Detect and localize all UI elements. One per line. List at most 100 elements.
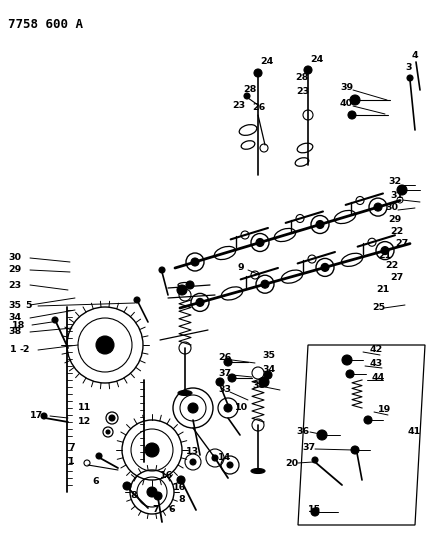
Text: 24: 24 (310, 55, 323, 64)
Circle shape (96, 453, 102, 459)
Text: 8: 8 (178, 496, 185, 505)
Text: 28: 28 (295, 74, 308, 83)
Circle shape (407, 75, 413, 81)
Circle shape (228, 374, 236, 382)
Circle shape (186, 281, 194, 289)
Text: 34: 34 (262, 366, 275, 375)
Text: 44: 44 (372, 374, 385, 383)
Circle shape (216, 378, 224, 386)
Text: 21: 21 (378, 252, 391, 261)
Circle shape (350, 95, 360, 105)
Ellipse shape (178, 391, 192, 395)
Text: 6: 6 (168, 505, 175, 514)
Text: 22: 22 (385, 261, 398, 270)
Circle shape (154, 492, 162, 500)
Circle shape (196, 298, 204, 306)
Circle shape (145, 443, 159, 457)
Text: 4: 4 (412, 52, 419, 61)
Circle shape (316, 221, 324, 229)
Text: 1: 1 (10, 345, 17, 354)
Circle shape (312, 457, 318, 463)
Text: 6: 6 (92, 478, 99, 487)
Circle shape (348, 111, 356, 119)
Text: 33: 33 (218, 385, 231, 394)
Text: 1: 1 (68, 457, 75, 466)
Text: 7758 600 A: 7758 600 A (8, 18, 83, 31)
Text: 22: 22 (390, 228, 403, 237)
Circle shape (159, 267, 165, 273)
Text: 40: 40 (340, 99, 353, 108)
Circle shape (227, 462, 233, 468)
Circle shape (256, 238, 264, 246)
Circle shape (123, 482, 131, 490)
Circle shape (317, 430, 327, 440)
Text: 8: 8 (130, 491, 137, 500)
Text: 3: 3 (405, 63, 411, 72)
Circle shape (346, 370, 354, 378)
Circle shape (109, 415, 115, 421)
Text: 26: 26 (252, 103, 265, 112)
Text: 37: 37 (302, 442, 315, 451)
Text: 18: 18 (12, 320, 25, 329)
Circle shape (311, 508, 319, 516)
Circle shape (212, 455, 218, 461)
Text: -2: -2 (20, 345, 30, 354)
Circle shape (190, 459, 196, 465)
Text: 38: 38 (252, 381, 265, 390)
Circle shape (261, 280, 269, 288)
Text: 17: 17 (30, 410, 43, 419)
Circle shape (381, 247, 389, 255)
Circle shape (106, 430, 110, 434)
Circle shape (321, 263, 329, 271)
Circle shape (41, 413, 47, 419)
Circle shape (224, 358, 232, 366)
Text: 13: 13 (186, 448, 199, 456)
Text: 37: 37 (218, 368, 231, 377)
Circle shape (364, 416, 372, 424)
Text: 31: 31 (390, 190, 403, 199)
Circle shape (147, 487, 157, 497)
Text: 19: 19 (378, 406, 391, 415)
Circle shape (304, 66, 312, 74)
Text: 20: 20 (285, 458, 298, 467)
Text: 23: 23 (232, 101, 245, 109)
Text: 16: 16 (160, 472, 173, 481)
Text: 29: 29 (8, 265, 21, 274)
Text: 12: 12 (78, 417, 91, 426)
Text: 28: 28 (243, 85, 257, 94)
Text: 38: 38 (8, 327, 21, 336)
Circle shape (177, 476, 185, 484)
Text: 26: 26 (218, 353, 231, 362)
Text: 25: 25 (372, 303, 385, 312)
Circle shape (177, 285, 187, 295)
Circle shape (188, 403, 198, 413)
Text: 7: 7 (152, 505, 159, 514)
Text: 30: 30 (385, 204, 398, 213)
Text: 42: 42 (370, 345, 383, 354)
Text: 5: 5 (25, 301, 31, 310)
Ellipse shape (251, 469, 265, 473)
Text: 35: 35 (262, 351, 275, 359)
Text: 23: 23 (296, 87, 309, 96)
Text: 34: 34 (8, 313, 21, 322)
Text: 35: 35 (8, 301, 21, 310)
Text: 7: 7 (68, 443, 75, 453)
Text: 32: 32 (388, 177, 401, 187)
Circle shape (244, 93, 250, 99)
Text: 27: 27 (390, 273, 403, 282)
Text: 21: 21 (376, 286, 389, 295)
Text: 27: 27 (395, 239, 408, 248)
Text: 36: 36 (296, 427, 309, 437)
Circle shape (224, 404, 232, 412)
Circle shape (191, 258, 199, 266)
Circle shape (259, 377, 269, 387)
Text: 41: 41 (408, 427, 421, 437)
Text: 23: 23 (8, 280, 21, 289)
Text: 16: 16 (173, 483, 186, 492)
Text: 30: 30 (8, 254, 21, 262)
Text: 29: 29 (388, 215, 401, 224)
Circle shape (134, 297, 140, 303)
Circle shape (96, 336, 114, 354)
Circle shape (374, 203, 382, 211)
Text: 15: 15 (308, 505, 321, 514)
